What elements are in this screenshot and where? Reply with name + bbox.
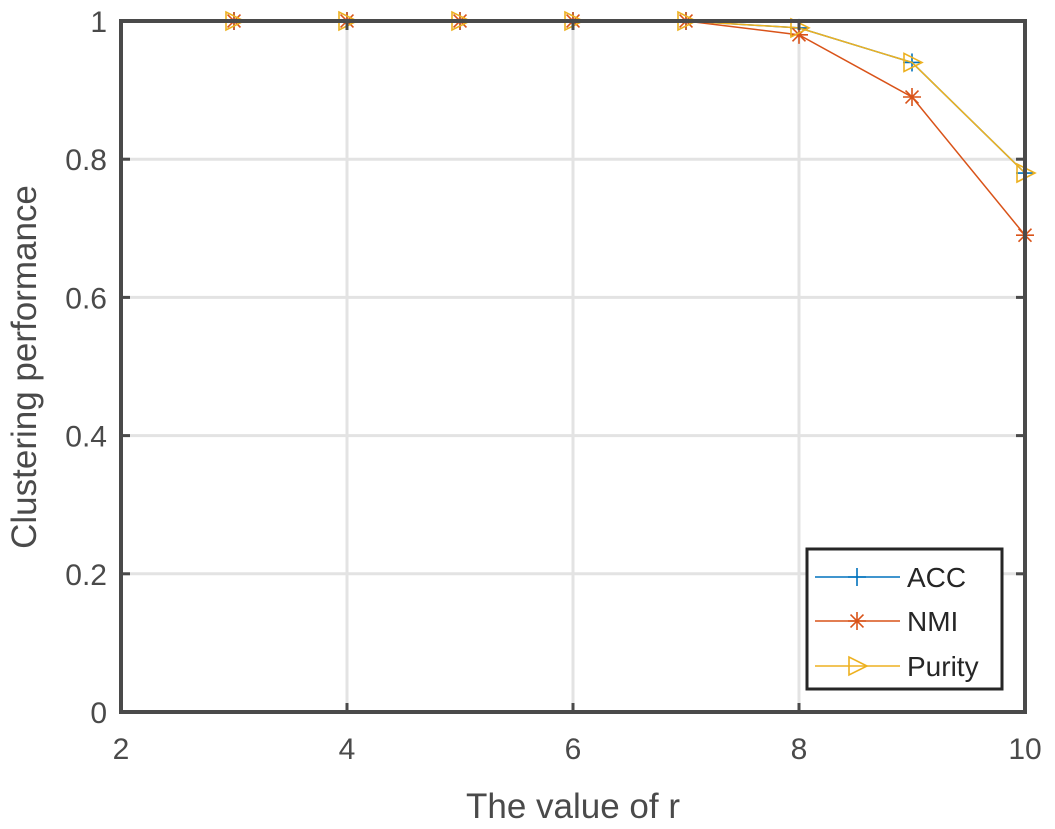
legend-marker-acc bbox=[848, 568, 866, 586]
data-point-purity bbox=[903, 52, 924, 73]
legend: ACC NMI Purity bbox=[805, 547, 1004, 691]
legend-marker-nmi bbox=[848, 612, 866, 630]
tick-labels: 2 4 6 8 10 0 0.2 0.4 0.6 0.8 1 bbox=[65, 6, 1041, 766]
x-tick-label: 2 bbox=[113, 733, 130, 766]
x-tick-label: 4 bbox=[339, 733, 356, 766]
legend-label-acc: ACC bbox=[907, 562, 966, 593]
y-tick-label: 0.8 bbox=[65, 144, 107, 177]
legend-marker-symbol-acc bbox=[848, 568, 866, 586]
x-tick-label: 10 bbox=[1008, 733, 1041, 766]
data-point-nmi bbox=[903, 88, 921, 107]
y-tick-label: 1 bbox=[90, 6, 107, 39]
y-tick-label: 0.2 bbox=[65, 559, 107, 592]
legend-label-purity: Purity bbox=[907, 651, 979, 682]
legend-marker-purity bbox=[848, 655, 869, 677]
legend-label-nmi: NMI bbox=[907, 606, 958, 637]
grid bbox=[121, 21, 1025, 712]
legend-marker-symbol-purity bbox=[848, 655, 869, 677]
x-axis-label: The value of r bbox=[466, 787, 680, 826]
x-tick-label: 6 bbox=[565, 733, 582, 766]
legend-marker-symbol-nmi bbox=[848, 612, 866, 630]
y-axis-label: Clustering performance bbox=[5, 185, 44, 549]
y-tick-label: 0.6 bbox=[65, 282, 107, 315]
ticks bbox=[119, 19, 1027, 714]
y-tick-label: 0 bbox=[90, 697, 107, 730]
y-tick-label: 0.4 bbox=[65, 421, 107, 454]
x-tick-label: 8 bbox=[791, 733, 808, 766]
